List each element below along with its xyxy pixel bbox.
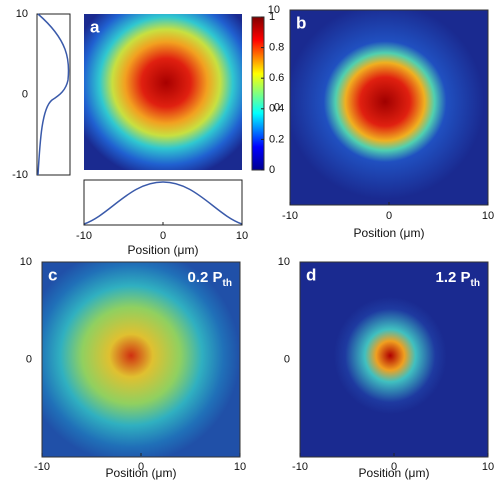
panel-label: b	[296, 13, 306, 32]
y-tick-label: 0	[22, 88, 28, 100]
heatmap	[289, 9, 489, 206]
heatmap	[299, 261, 489, 458]
annotation: 1.2 Pth	[436, 269, 480, 289]
annotation: 0.2 Pth	[188, 269, 232, 289]
side-profile-frame	[36, 13, 71, 176]
x-tick-label: 10	[482, 461, 494, 473]
panel-label: d	[306, 265, 316, 284]
x-tick-label: 10	[236, 230, 248, 242]
x-tick-label: -10	[282, 210, 298, 222]
x-tick-label: 0	[391, 461, 397, 473]
panel-label: a	[90, 17, 100, 36]
x-axis-label: Position (μm)	[359, 466, 430, 480]
heatmap	[84, 14, 242, 170]
x-axis-label: Position (μm)	[106, 466, 177, 480]
y-tick-label: 10	[278, 256, 290, 268]
annotation-main: 1.2 P	[436, 269, 471, 286]
x-tick-label: -10	[34, 461, 50, 473]
bottom-profile	[83, 181, 243, 225]
y-tick-label: -10	[12, 169, 28, 181]
x-axis-label: Position (μm)	[128, 243, 199, 257]
panel-label: c	[48, 265, 57, 284]
y-tick-label: 0	[274, 101, 280, 113]
y-tick-label: 10	[268, 4, 280, 16]
annotation-main: 0.2 P	[188, 269, 223, 286]
y-tick-label: 0	[284, 353, 290, 365]
x-tick-label: 0	[386, 210, 392, 222]
colorbar-tick-label: 0.8	[269, 42, 284, 54]
colorbar-tick-label: 1	[269, 11, 275, 23]
y-tick-label: 10	[20, 256, 32, 268]
x-axis-label: Position (μm)	[354, 226, 425, 240]
x-tick-label: -10	[292, 461, 308, 473]
colorbar-tick-label: 0.6	[269, 72, 284, 84]
annotation-sub: th	[471, 278, 480, 289]
bottom-profile-frame	[83, 179, 243, 226]
y-tick-label: 10	[16, 8, 28, 20]
colorbar-tick-label: 0	[269, 164, 275, 176]
heatmap	[41, 261, 241, 458]
side-profile	[37, 13, 70, 176]
x-tick-label: 0	[138, 461, 144, 473]
x-tick-label: 0	[160, 230, 166, 242]
x-tick-label: -10	[76, 230, 92, 242]
x-tick-label: 10	[234, 461, 246, 473]
x-tick-label: 10	[482, 210, 494, 222]
colorbar-tick-label: 0.4	[269, 103, 284, 115]
colorbar	[251, 16, 265, 171]
annotation-sub: th	[223, 278, 232, 289]
colorbar-tick-label: 0.2	[269, 133, 284, 145]
y-tick-label: 0	[26, 353, 32, 365]
